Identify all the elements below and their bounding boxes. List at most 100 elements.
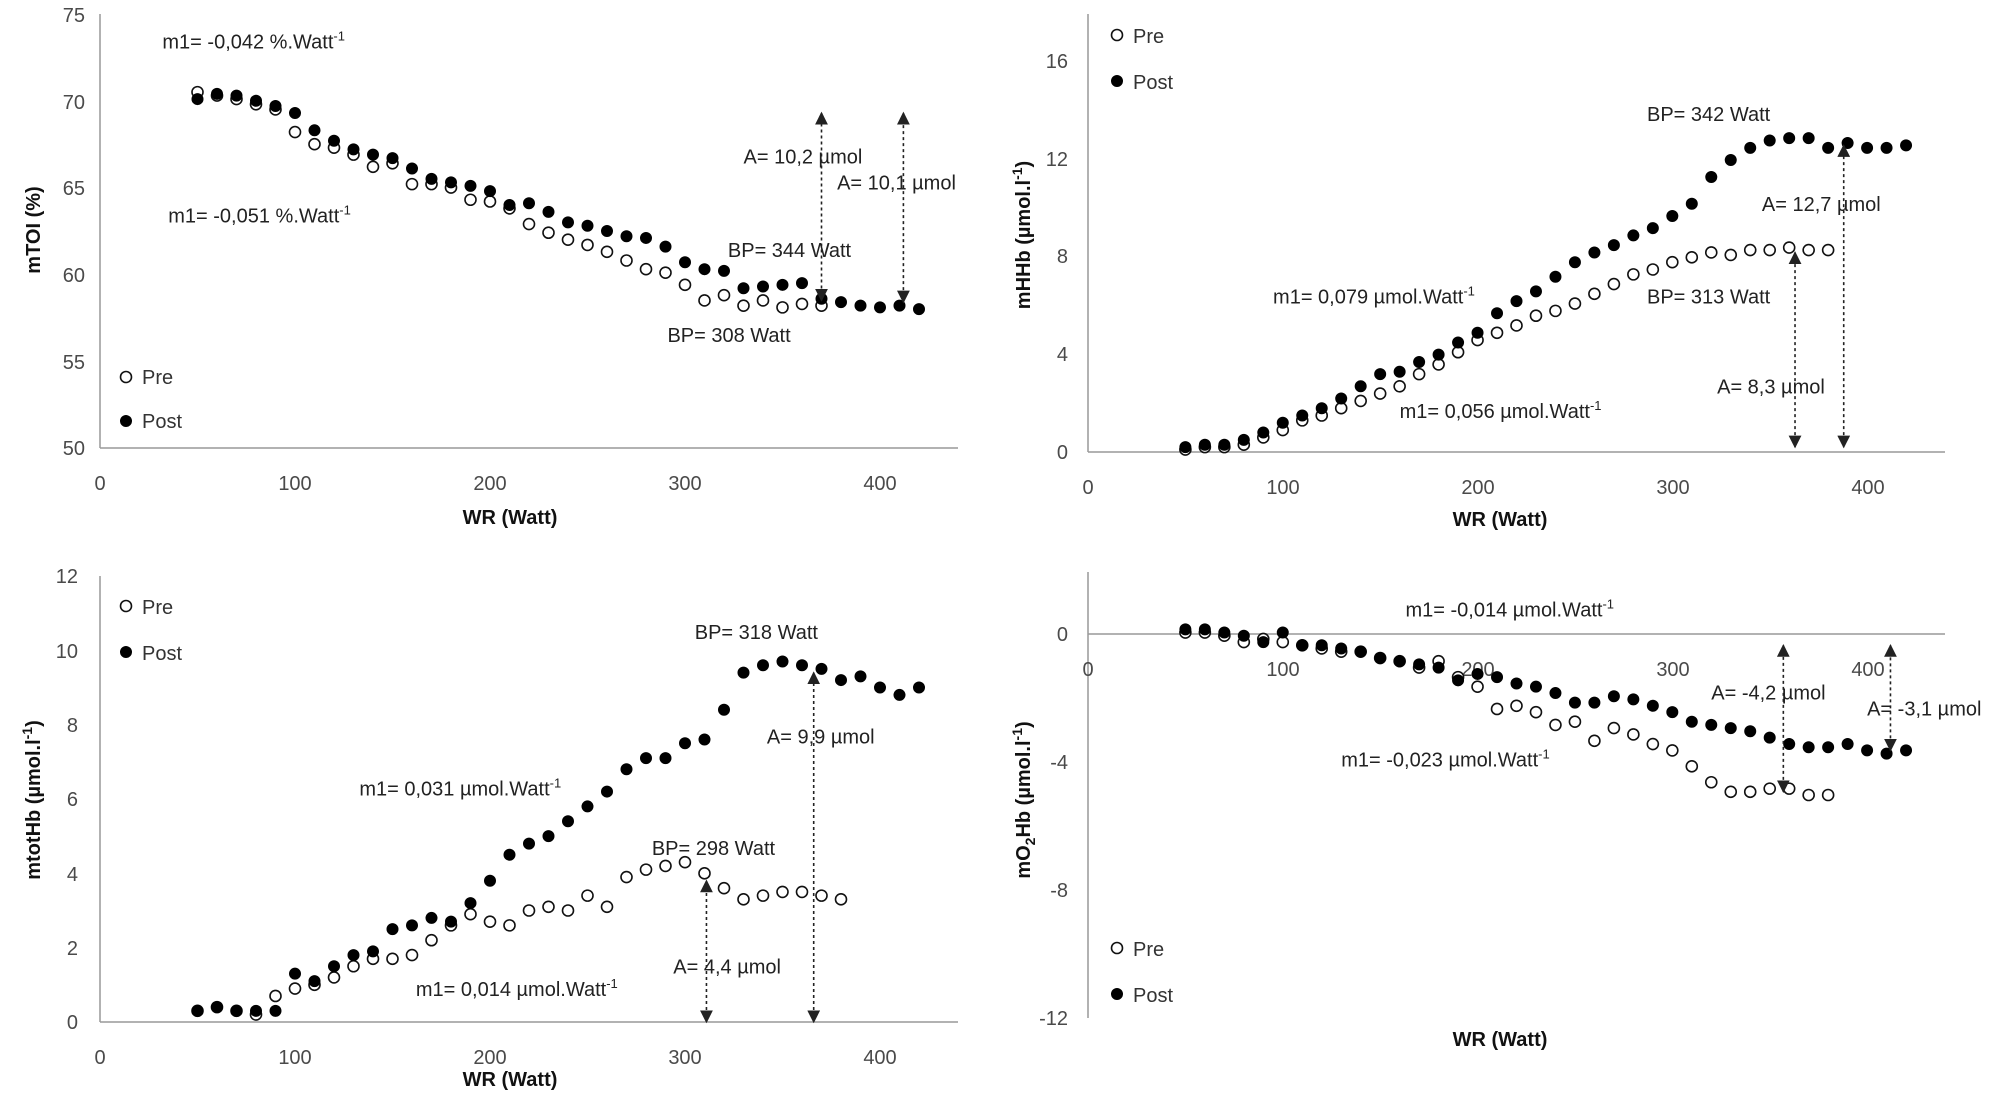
point-post (796, 277, 808, 290)
point-pre (522, 904, 536, 917)
point-post (874, 681, 886, 694)
y-tick: 50 (63, 438, 85, 460)
y-tick: 2 (67, 938, 78, 960)
point-pre (405, 948, 419, 962)
x-tick: 300 (668, 473, 701, 495)
legend-post-label: Post (142, 643, 182, 665)
x-tick: 100 (1266, 659, 1299, 681)
point-post (464, 897, 477, 910)
point-post (1257, 426, 1270, 439)
annotation-arrows (815, 111, 910, 304)
annotation-text: m1= 0,056 µmol.Watt-1 (1400, 398, 1602, 423)
x-tick: 0 (1082, 659, 1093, 681)
legend-pre-marker (1110, 28, 1124, 42)
point-post (406, 919, 418, 932)
point-pre (1627, 728, 1640, 741)
point-post (328, 134, 340, 147)
legend: Pre Post (119, 597, 182, 665)
annotations: BP= 318 Watt A= 9,9 µmol m1= 0,031 µmol.Wa… (359, 622, 874, 1001)
point-post (679, 256, 691, 269)
point-post (659, 240, 672, 253)
point-post (1374, 368, 1387, 381)
point-post (1568, 696, 1581, 709)
annotation-arrows (1788, 144, 1851, 449)
point-post (1568, 256, 1581, 269)
point-pre (1685, 251, 1699, 264)
legend-pre-label: Pre (1133, 939, 1164, 961)
point-pre (1666, 744, 1679, 757)
point-pre (776, 301, 789, 314)
point-pre (503, 919, 516, 932)
point-pre (756, 294, 770, 307)
legend-pre-label: Pre (1133, 26, 1164, 48)
point-post (406, 162, 418, 175)
point-post (1744, 141, 1757, 154)
annotation-text: m1= 0,031 µmol.Watt-1 (359, 775, 561, 800)
point-pre (1627, 268, 1640, 281)
point-post (503, 198, 516, 211)
point-post (640, 752, 652, 765)
point-pre (1471, 680, 1484, 693)
point-post (1666, 706, 1679, 719)
y-tick: 8 (67, 715, 78, 737)
x-axis-title: WR (Watt) (463, 507, 558, 529)
point-post (1802, 741, 1815, 754)
point-pre (737, 299, 750, 312)
point-post (776, 278, 789, 291)
point-pre (1529, 309, 1543, 323)
point-pre (776, 885, 789, 899)
point-post (425, 172, 438, 185)
point-post (874, 301, 886, 314)
point-pre (659, 266, 672, 279)
point-post (269, 100, 282, 113)
legend: Pre Post (1110, 26, 1173, 94)
point-post (1822, 141, 1835, 154)
point-post (757, 659, 769, 672)
legend: Pre Post (119, 367, 182, 433)
point-post (1529, 680, 1542, 693)
point-post (1549, 687, 1562, 700)
point-post (1335, 392, 1348, 405)
point-post (679, 737, 691, 750)
y-tick: 65 (63, 178, 85, 200)
point-post (1354, 645, 1367, 658)
data-points (1179, 623, 1913, 802)
point-post (1607, 690, 1620, 703)
point-post (1471, 667, 1484, 680)
point-post (308, 124, 321, 137)
point-pre (1724, 248, 1738, 262)
annotation-text: BP= 308 Watt (667, 325, 791, 347)
annotation-text: A= 10,2 µmol (744, 146, 863, 168)
data-points (191, 85, 925, 316)
point-post (1861, 141, 1874, 154)
data-points (191, 655, 925, 1021)
point-post (1529, 285, 1542, 298)
annotation-text: A= -4,2 µmol (1711, 682, 1825, 704)
point-post (1491, 307, 1504, 320)
annotation-text: A= 9,9 µmol (767, 726, 875, 748)
annotation-arrows (1776, 643, 1897, 794)
point-post (1276, 416, 1289, 429)
point-pre (1646, 737, 1660, 751)
annotation-text: m1= 0,079 µmol.Watt-1 (1273, 284, 1475, 309)
panel-mo2hb: -12 -8 -4 0 0 100 200 300 400 WR (Watt) … (1009, 572, 1981, 1051)
legend-post-label: Post (1133, 72, 1173, 94)
point-post (718, 264, 730, 277)
point-post (1510, 677, 1523, 690)
point-pre (795, 297, 809, 311)
y-tick: 55 (63, 352, 85, 374)
point-post (1900, 744, 1913, 757)
point-post (445, 915, 457, 928)
point-post (1724, 722, 1737, 735)
point-post (1296, 409, 1309, 422)
point-post (1413, 355, 1426, 368)
point-post (250, 94, 262, 107)
point-post (620, 763, 633, 776)
point-post (347, 143, 360, 156)
x-tick: 100 (278, 1047, 311, 1069)
point-pre (737, 893, 750, 906)
point-pre (1763, 782, 1777, 795)
x-tick: 200 (473, 473, 506, 495)
point-pre (405, 177, 419, 191)
